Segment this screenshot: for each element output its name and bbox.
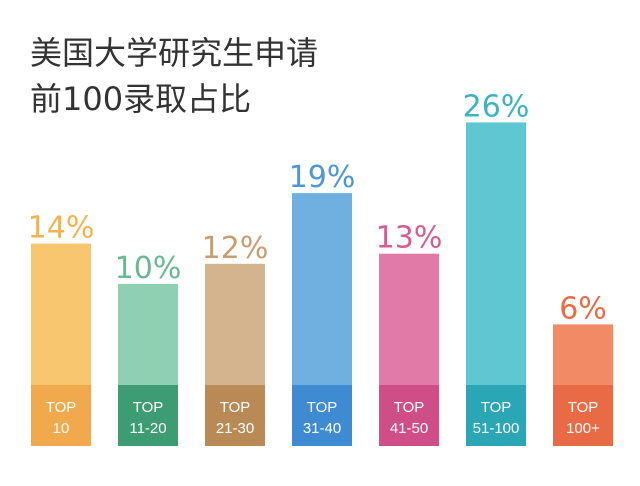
category-label-5-line-1: TOP bbox=[394, 399, 425, 416]
category-label-1-line-1: TOP bbox=[46, 399, 77, 416]
category-label-2-line-2: 11-20 bbox=[129, 420, 166, 437]
category-label-1-line-2: 10 bbox=[53, 420, 70, 437]
bar-base-7 bbox=[553, 385, 613, 446]
category-label-6-line-1: TOP bbox=[481, 399, 512, 416]
value-label-2: 10% bbox=[115, 251, 182, 286]
chart-title-line-1: 美国大学研究生申请 bbox=[30, 34, 319, 72]
bar-6 bbox=[466, 122, 526, 386]
bar-base-1 bbox=[31, 385, 91, 446]
category-label-7-line-2: 100+ bbox=[566, 420, 600, 437]
bar-1 bbox=[31, 243, 91, 385]
bar-base-3 bbox=[205, 385, 265, 446]
category-label-5-line-2: 41-50 bbox=[390, 420, 428, 437]
value-label-3: 12% bbox=[202, 231, 269, 266]
value-label-5: 13% bbox=[376, 221, 443, 256]
value-label-6: 26% bbox=[463, 89, 530, 124]
bar-base-4 bbox=[292, 385, 352, 446]
bar-7 bbox=[553, 324, 613, 385]
bar-base-2 bbox=[118, 385, 178, 446]
category-label-4-line-2: 31-40 bbox=[303, 420, 341, 437]
bar-4 bbox=[292, 193, 352, 385]
bar-3 bbox=[205, 263, 265, 385]
category-label-2-line-1: TOP bbox=[133, 399, 164, 416]
category-label-3-line-2: 21-30 bbox=[216, 420, 254, 437]
category-label-4-line-1: TOP bbox=[307, 399, 338, 416]
bar-2 bbox=[118, 284, 178, 385]
value-label-1: 14% bbox=[28, 211, 95, 246]
bar-5 bbox=[379, 253, 439, 385]
category-label-7-line-1: TOP bbox=[568, 399, 599, 416]
value-label-4: 19% bbox=[289, 160, 356, 195]
category-label-6-line-2: 51-100 bbox=[473, 420, 520, 437]
bar-base-6 bbox=[466, 385, 526, 446]
category-label-3-line-1: TOP bbox=[220, 399, 251, 416]
chart-title-line-2: 前100录取占比 bbox=[30, 80, 252, 118]
value-label-7: 6% bbox=[559, 291, 607, 326]
chart-title: 美国大学研究生申请 前100录取占比 bbox=[30, 30, 318, 122]
bar-base-5 bbox=[379, 385, 439, 446]
